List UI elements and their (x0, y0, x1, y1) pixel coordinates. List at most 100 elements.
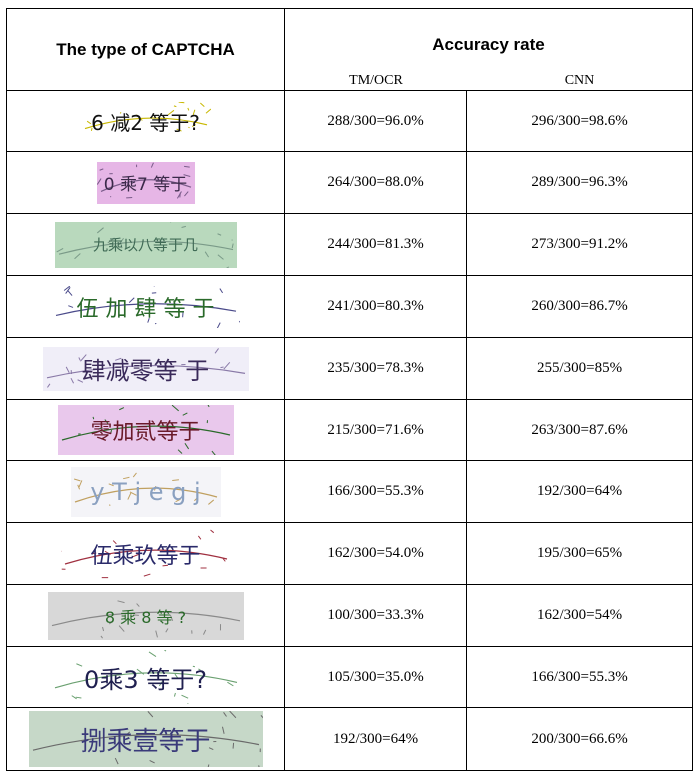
captcha-text: 零加贰等于 (90, 420, 201, 445)
noise-stroke (98, 167, 103, 171)
captcha-image: 0乘3 等于? (50, 650, 241, 704)
noise-stroke (207, 405, 210, 408)
noise-stroke (197, 668, 201, 671)
table-row: 零加贰等于 215/300=71.6% 263/300=87.6% (6, 399, 693, 461)
table-row: 肆减零等 于 235/300=78.3% 255/300=85% (6, 337, 693, 400)
ocr-accuracy-cell: 192/300=64% (284, 707, 467, 771)
captcha-image: 九乘以八等于几 (54, 221, 237, 268)
captcha-noise (55, 221, 234, 268)
noise-stroke (67, 304, 73, 308)
noise-stroke (132, 472, 137, 477)
noise-stroke (108, 482, 114, 486)
noise-stroke (183, 190, 189, 196)
noise-stroke (70, 695, 77, 700)
noise-stroke (118, 624, 125, 632)
cnn-accuracy-cell: 296/300=98.6% (466, 90, 693, 152)
captcha-cell: 零加贰等于 (6, 399, 285, 461)
captcha-image: 8 乘 8 等 ? (47, 591, 244, 640)
captcha-cell: 8 乘 8 等 ? (6, 584, 285, 647)
noise-stroke (193, 497, 197, 501)
noise-stroke (186, 107, 189, 111)
noise-stroke (129, 491, 137, 496)
noise-stroke (148, 651, 156, 658)
noise-stroke (184, 442, 189, 450)
captcha-noise (60, 529, 227, 578)
noise-stroke (118, 407, 124, 411)
noise-stroke (219, 366, 224, 368)
noise-stroke (135, 602, 140, 607)
noise-stroke (73, 252, 81, 259)
noise-stroke (222, 557, 226, 562)
noise-stroke (76, 378, 83, 383)
accuracy-header-cell: Accuracy rate TM/OCR CNN (284, 8, 693, 91)
captcha-noise (51, 599, 240, 638)
table-row: 8 乘 8 等 ? 100/300=33.3% 162/300=54% (6, 584, 693, 647)
noise-stroke (73, 478, 81, 481)
cnn-accuracy-cell: 166/300=55.3% (466, 646, 693, 708)
noise-stroke (218, 287, 223, 293)
noise-stroke (180, 694, 188, 699)
noise-stroke (173, 692, 176, 697)
noise-stroke (103, 419, 108, 424)
noise-stroke (114, 757, 119, 765)
noise-stroke (221, 726, 225, 734)
table-row: 九乘以八等于几 244/300=81.3% 273/300=91.2% (6, 213, 693, 276)
ocr-accuracy-cell: 215/300=71.6% (284, 399, 467, 461)
noise-stroke (191, 109, 195, 117)
noise-stroke (217, 253, 224, 260)
captcha-text: 肆减零等 于 (81, 357, 210, 385)
noise-stroke (161, 564, 168, 566)
noise-stroke (216, 232, 221, 236)
noise-stroke (175, 128, 182, 132)
noise-stroke (182, 173, 190, 177)
noise-curve (51, 611, 240, 626)
noise-stroke (101, 626, 104, 631)
table-row: 伍乘玖等于 162/300=54.0% 195/300=65% (6, 522, 693, 585)
captcha-text: 伍乘玖等于 (90, 543, 201, 569)
noise-stroke (154, 629, 158, 637)
cnn-column-header: CNN (564, 73, 595, 88)
captcha-text: 6 减2 等于? (91, 110, 200, 135)
noise-stroke (182, 412, 188, 416)
noise-stroke (260, 715, 263, 719)
noise-stroke (150, 162, 154, 168)
noise-stroke (208, 747, 213, 750)
captcha-noise (32, 711, 263, 767)
noise-stroke (132, 613, 139, 616)
ocr-accuracy-cell: 264/300=88.0% (284, 151, 467, 214)
noise-stroke (108, 620, 113, 624)
captcha-noise (54, 650, 237, 704)
noise-stroke (100, 635, 103, 638)
table-row: 0乘3 等于? 105/300=35.0% 166/300=55.3% (6, 646, 693, 708)
cnn-accuracy-cell: 289/300=96.3% (466, 151, 693, 214)
noise-stroke (96, 226, 104, 233)
captcha-accuracy-table: The type of CAPTCHA Accuracy rate TM/OCR… (6, 8, 693, 771)
noise-curve (55, 302, 236, 316)
noise-stroke (177, 449, 182, 454)
noise-stroke (119, 112, 121, 114)
noise-stroke (169, 614, 173, 621)
table-row: 6 减2 等于? 288/300=96.0% 296/300=98.6% (6, 90, 693, 152)
noise-stroke (222, 361, 230, 369)
captcha-cell: 伍 加 肆 等 于 (6, 275, 285, 338)
cnn-accuracy-cell: 195/300=65% (466, 522, 693, 585)
captcha-image: 6 减2 等于? (80, 102, 211, 140)
captcha-text: y T j e g j (90, 477, 201, 506)
noise-curve (100, 178, 191, 192)
noise-stroke (55, 247, 63, 252)
ocr-accuracy-cell: 244/300=81.3% (284, 213, 467, 276)
noise-stroke (228, 711, 236, 719)
ocr-accuracy-cell: 100/300=33.3% (284, 584, 467, 647)
noise-stroke (174, 498, 181, 502)
noise-stroke (164, 627, 168, 633)
noise-stroke (172, 360, 176, 363)
ocr-accuracy-cell: 235/300=78.3% (284, 337, 467, 400)
noise-stroke (187, 126, 190, 129)
noise-stroke (70, 377, 74, 383)
noise-stroke (222, 712, 227, 717)
captcha-text: 0乘3 等于? (84, 665, 207, 694)
type-header: The type of CAPTCHA (56, 39, 235, 59)
noise-stroke (112, 539, 117, 544)
noise-stroke (216, 321, 221, 328)
noise-stroke (129, 615, 132, 621)
